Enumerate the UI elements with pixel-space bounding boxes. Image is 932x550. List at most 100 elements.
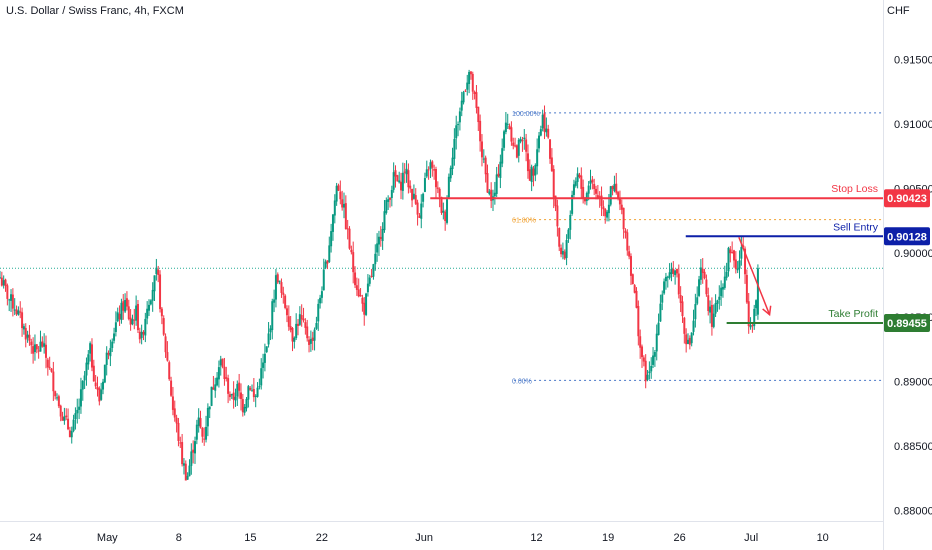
candle-body bbox=[572, 184, 575, 195]
candle-body bbox=[320, 291, 323, 298]
candle-body bbox=[738, 260, 741, 269]
candle-body bbox=[13, 309, 16, 311]
price-tag-background bbox=[884, 227, 930, 246]
candle-body bbox=[563, 251, 566, 259]
candle-body bbox=[372, 264, 375, 277]
candle-body bbox=[626, 232, 629, 251]
candle-body bbox=[664, 276, 667, 282]
candle-body bbox=[175, 417, 178, 424]
candle-body bbox=[354, 272, 357, 286]
candle-body bbox=[170, 380, 173, 396]
candle-body bbox=[19, 311, 22, 313]
candle-body bbox=[317, 303, 320, 322]
candle-body bbox=[144, 318, 147, 336]
candle-body bbox=[714, 303, 717, 314]
currency-label[interactable]: CHF bbox=[887, 5, 910, 17]
candle-body bbox=[721, 286, 724, 290]
candle-body bbox=[348, 228, 351, 249]
candle-body bbox=[707, 295, 710, 312]
candle-body bbox=[480, 141, 483, 158]
candle-body bbox=[587, 185, 590, 194]
candle-body bbox=[39, 341, 42, 352]
candle-body bbox=[217, 367, 220, 380]
candle-body bbox=[615, 183, 618, 193]
candle-body bbox=[41, 341, 44, 347]
fib-level-label: 61.80% bbox=[512, 218, 536, 225]
candle-body bbox=[140, 331, 143, 339]
candle-body bbox=[751, 325, 754, 327]
candle-body bbox=[35, 344, 38, 350]
price-tag-background bbox=[884, 314, 930, 333]
candle-body bbox=[221, 358, 224, 367]
candle-body bbox=[184, 463, 187, 481]
candle-body bbox=[723, 276, 726, 288]
candle-body bbox=[650, 365, 653, 372]
x-tick-label: 15 bbox=[244, 532, 256, 544]
candle-body bbox=[262, 362, 265, 368]
candle-body bbox=[302, 318, 305, 321]
candle-body bbox=[655, 333, 658, 352]
candle-body bbox=[359, 295, 362, 297]
x-tick-label: 12 bbox=[530, 532, 542, 544]
fib-level-label: 100.00% bbox=[512, 111, 540, 118]
candle-body bbox=[482, 158, 485, 160]
candle-body bbox=[379, 236, 382, 240]
candle-body bbox=[449, 167, 452, 179]
candle-body bbox=[567, 229, 570, 239]
candle-body bbox=[201, 427, 204, 437]
candle-body bbox=[663, 281, 666, 294]
x-tick-label: 24 bbox=[30, 532, 42, 544]
candle-body bbox=[205, 426, 208, 440]
candle-body bbox=[729, 249, 732, 254]
candle-body bbox=[464, 90, 467, 92]
candle-body bbox=[271, 301, 274, 331]
candle-body bbox=[228, 394, 231, 398]
candle-body bbox=[76, 409, 79, 414]
candle-body bbox=[322, 269, 325, 291]
candle-body bbox=[120, 302, 123, 321]
candle-body bbox=[519, 138, 522, 142]
candle-body bbox=[455, 125, 458, 139]
candle-body bbox=[37, 350, 40, 352]
candle-body bbox=[753, 308, 756, 327]
candle-body bbox=[125, 298, 128, 307]
candle-body bbox=[74, 413, 77, 420]
candle-body bbox=[504, 122, 507, 132]
candle-body bbox=[648, 371, 651, 374]
candle-body bbox=[582, 187, 585, 199]
candle-body bbox=[475, 92, 478, 108]
candle-body bbox=[208, 406, 211, 410]
candle-body bbox=[635, 290, 638, 308]
candle-body bbox=[637, 306, 640, 337]
candle-body bbox=[558, 228, 561, 247]
candle-body bbox=[633, 285, 636, 293]
y-tick-label: 0.91000 bbox=[894, 119, 932, 131]
candle-body bbox=[256, 387, 259, 397]
candle-body bbox=[186, 475, 189, 480]
candle-body bbox=[552, 169, 555, 198]
candle-body bbox=[352, 252, 355, 273]
price-tag-value: 0.89455 bbox=[887, 318, 927, 330]
candle-body bbox=[705, 279, 708, 295]
candle-body bbox=[276, 274, 279, 283]
candle-body bbox=[243, 406, 246, 413]
candle-body bbox=[214, 384, 217, 391]
candle-body bbox=[148, 304, 151, 311]
candle-body bbox=[285, 308, 288, 316]
candle-body bbox=[339, 191, 342, 200]
candle-body bbox=[234, 396, 237, 401]
candle-body bbox=[30, 341, 33, 346]
candle-body bbox=[401, 172, 404, 191]
candle-body bbox=[543, 113, 546, 132]
candle-body bbox=[394, 170, 397, 177]
candle-body bbox=[236, 383, 239, 397]
candle-body bbox=[644, 360, 647, 382]
candle-body bbox=[223, 366, 226, 380]
price-axis-border bbox=[883, 0, 884, 550]
candle-body bbox=[740, 247, 743, 259]
candle-body bbox=[57, 396, 60, 407]
candle-body bbox=[22, 326, 25, 330]
candle-body bbox=[622, 207, 625, 230]
candle-body bbox=[368, 277, 371, 284]
